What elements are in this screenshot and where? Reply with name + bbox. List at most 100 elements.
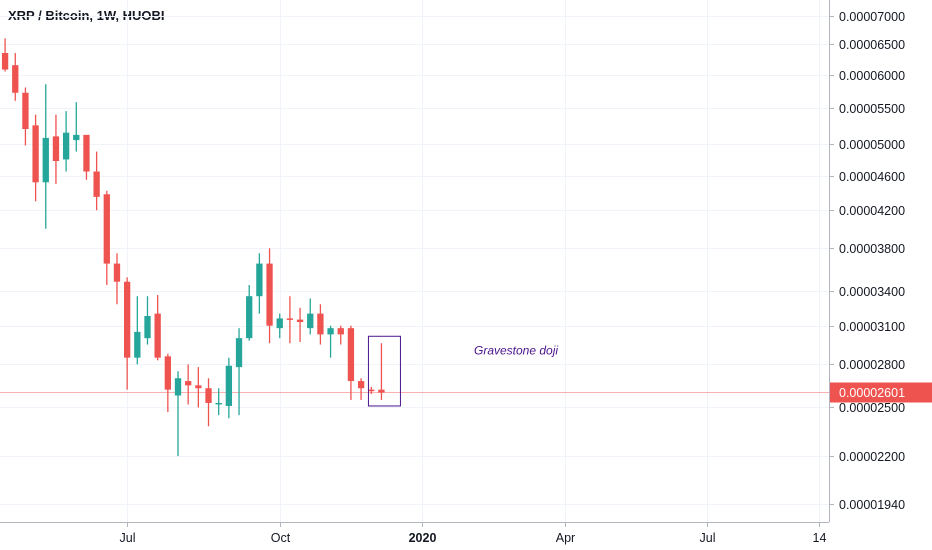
candle xyxy=(307,298,314,335)
candle-body xyxy=(73,134,80,141)
last-price-tag-bg xyxy=(830,382,932,403)
candle-body xyxy=(32,125,39,183)
price-tick-label: 0.00002500 xyxy=(839,401,905,415)
price-tick-label: 0.00003400 xyxy=(839,285,905,299)
candle xyxy=(123,277,131,390)
candle-body xyxy=(307,313,314,329)
price-axis[interactable]: 0.00007000 0.00006500 0.00006000 0.00005500… xyxy=(829,0,905,522)
candle-body xyxy=(327,328,334,335)
candle-body xyxy=(12,65,19,93)
candle-body xyxy=(225,365,233,406)
price-tick-label: 0.00004200 xyxy=(839,204,905,218)
candle xyxy=(1,38,9,72)
candle-body xyxy=(93,171,100,197)
candle xyxy=(327,325,334,358)
candle-body xyxy=(357,381,365,389)
candle-body xyxy=(246,296,253,339)
candle-body xyxy=(144,316,151,339)
candle-body xyxy=(256,263,263,297)
candle-body xyxy=(174,378,182,396)
candle-body xyxy=(154,313,161,358)
price-tick-label: 0.00002200 xyxy=(839,450,905,464)
candle xyxy=(225,357,233,419)
candle xyxy=(357,378,365,400)
candle xyxy=(195,367,202,408)
candle xyxy=(42,84,49,229)
candle-body xyxy=(205,388,212,403)
candle-body xyxy=(52,136,60,162)
candle xyxy=(164,353,171,413)
grid xyxy=(0,0,829,522)
candle xyxy=(52,114,60,184)
candle-body xyxy=(164,356,171,390)
candle xyxy=(337,325,344,345)
time-tick-label: 14 xyxy=(813,531,827,545)
candle-body xyxy=(195,385,202,389)
annotation: Gravestone doji xyxy=(367,335,558,407)
candle xyxy=(286,296,294,344)
candle xyxy=(378,343,385,400)
time-tick-label: Apr xyxy=(556,531,575,545)
price-tick-label: 0.00003800 xyxy=(839,242,905,256)
candles xyxy=(1,38,385,457)
price-tick-label: 0.00006500 xyxy=(839,38,905,52)
candle xyxy=(113,253,121,305)
candle-body xyxy=(62,132,70,160)
candle xyxy=(134,296,141,365)
candle xyxy=(22,87,29,146)
time-tick-label: Jul xyxy=(700,531,716,545)
candle-body xyxy=(296,319,304,323)
candle xyxy=(62,111,70,172)
candle-body xyxy=(1,53,9,70)
candle xyxy=(154,295,161,361)
candle-body xyxy=(378,389,385,393)
annotation-label: Gravestone doji xyxy=(474,343,558,357)
time-tick-label: Jul xyxy=(120,531,136,545)
price-tick-label: 0.00002800 xyxy=(839,358,905,372)
time-axis[interactable]: Jul Oct 2020 Apr Jul 14 xyxy=(0,522,829,545)
candle-body xyxy=(103,194,110,264)
candle-body xyxy=(276,318,283,329)
candle xyxy=(215,388,222,416)
price-tick-label: 0.00004600 xyxy=(839,170,905,184)
time-tick-label: Oct xyxy=(271,531,291,545)
last-price-tag-label: 0.00002601 xyxy=(839,386,905,400)
candle xyxy=(73,102,80,152)
price-tick-label: 0.00005000 xyxy=(839,138,905,152)
candle xyxy=(296,307,304,342)
candle-body xyxy=(215,402,222,405)
candle xyxy=(266,248,273,344)
candle-body xyxy=(185,381,192,386)
candle-body xyxy=(368,389,375,392)
candle xyxy=(246,285,253,341)
candle xyxy=(368,386,375,395)
candle xyxy=(317,304,324,345)
candle xyxy=(256,253,263,314)
candle-body xyxy=(317,313,324,335)
candle xyxy=(276,313,283,339)
candle-body xyxy=(347,328,355,382)
candle-body xyxy=(266,263,273,326)
candle-body xyxy=(337,328,344,335)
candle-body xyxy=(235,338,243,368)
annotation-box xyxy=(367,335,401,407)
price-tick-label: 0.00007000 xyxy=(839,10,905,24)
candle-body xyxy=(123,281,131,358)
candle xyxy=(32,114,39,202)
candle xyxy=(185,364,192,405)
candle xyxy=(93,151,100,211)
candle xyxy=(347,325,355,400)
candle-body xyxy=(286,318,294,320)
last-price-tag: 0.00002601 xyxy=(830,382,932,403)
candle xyxy=(144,296,151,345)
candle xyxy=(103,190,110,286)
chart-title: XRP / Bitcoin, 1W, HUOBI xyxy=(8,8,165,23)
price-tick-label: 0.00003100 xyxy=(839,320,905,334)
price-tick-label: 0.00006000 xyxy=(839,69,905,83)
candle-body xyxy=(83,134,90,172)
price-tick-label: 0.00005500 xyxy=(839,102,905,116)
candle xyxy=(205,378,212,427)
candle xyxy=(174,371,182,457)
candle-body xyxy=(113,263,121,282)
